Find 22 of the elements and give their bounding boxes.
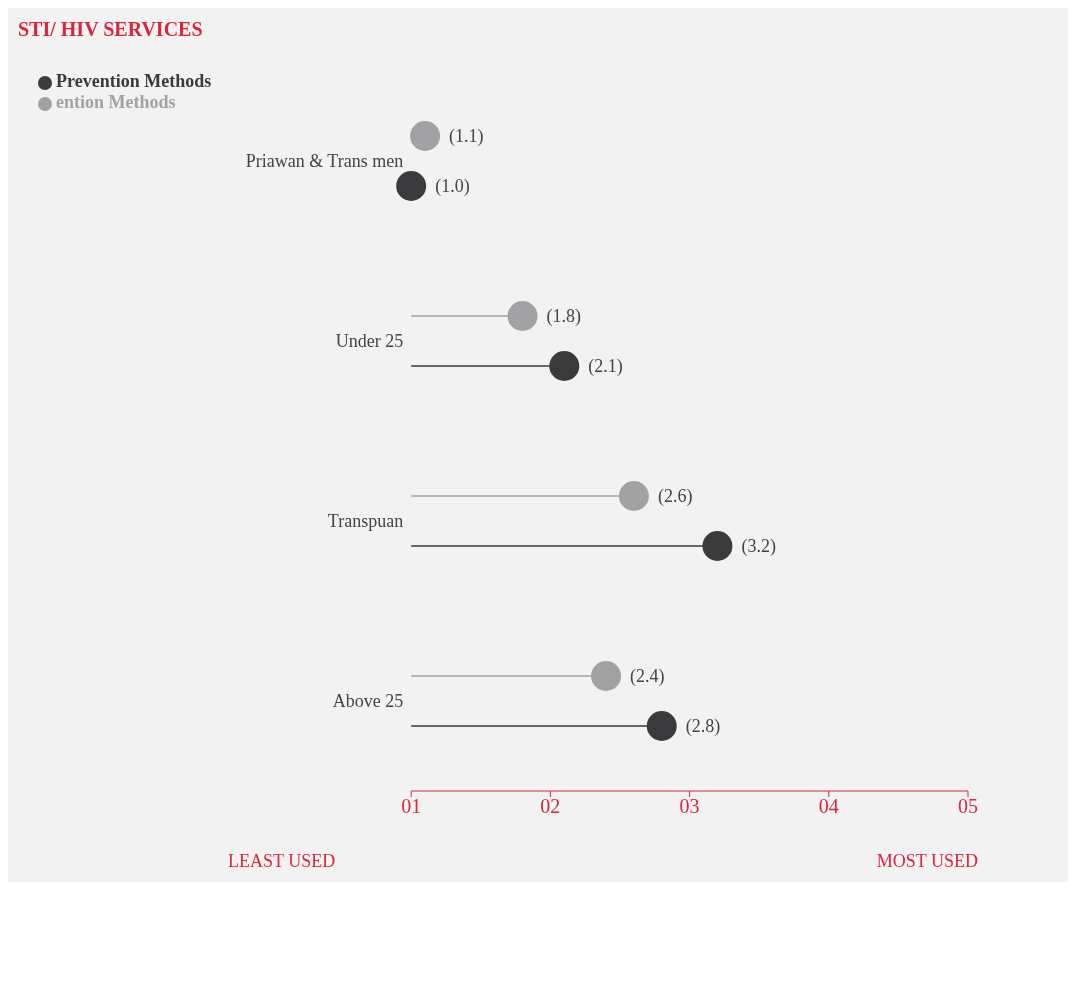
legend-label: Prevention Methods (56, 71, 212, 91)
y-tick-label: Priawan & Trans men (245, 151, 404, 172)
data-label: (1.1) (449, 126, 484, 147)
data-label: (2.8) (685, 716, 721, 737)
text: LEAST USED (228, 851, 336, 872)
text: STI/ HIV SERVICES (18, 18, 204, 41)
data-label: (2.4) (630, 666, 665, 687)
data-label: (3.2) (741, 536, 776, 557)
text: MOST USED (876, 851, 978, 872)
x-tick-label: 01 (401, 795, 422, 818)
data-label: (1.0) (435, 176, 470, 197)
y-tick-label: Under 25 (335, 331, 404, 352)
x-tick-label: 03 (679, 795, 700, 818)
x-tick-label: 05 (958, 795, 978, 818)
data-label: (1.8) (546, 306, 582, 327)
legend-label: ention Methods (56, 92, 176, 112)
y-tick-label: Transpuan (327, 511, 404, 532)
x-tick-label: 02 (540, 795, 561, 818)
x-tick-label: 04 (818, 795, 839, 818)
y-tick-label: Above 25 (332, 691, 404, 712)
data-label: (2.6) (657, 486, 693, 507)
data-label: (2.1) (588, 356, 623, 377)
